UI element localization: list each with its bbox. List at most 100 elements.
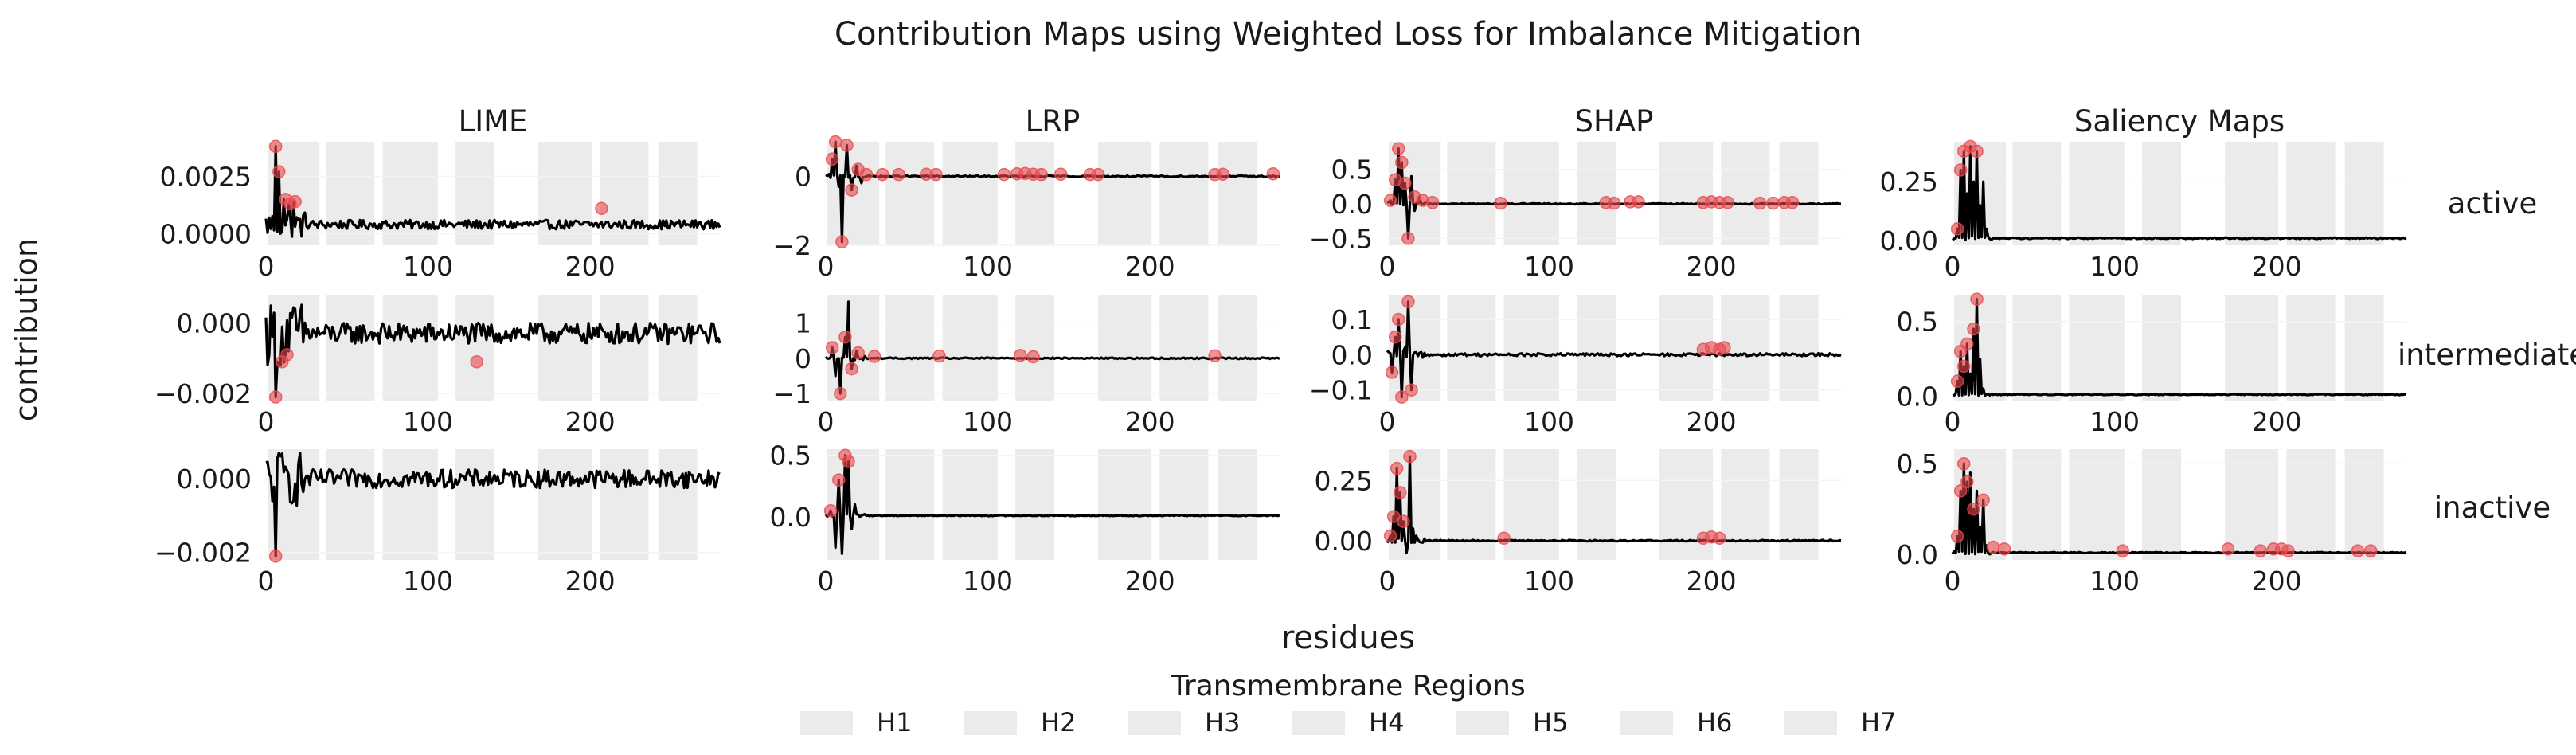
highlight-point: [832, 473, 846, 487]
legend-label: H1: [877, 707, 912, 737]
highlight-point: [1091, 167, 1105, 182]
band-h6: [600, 295, 649, 401]
highlight-point: [268, 139, 283, 154]
highlight-point: [825, 152, 839, 166]
highlight-point: [1967, 322, 1980, 336]
highlight-point: [1383, 194, 1397, 207]
band-h5: [1098, 295, 1152, 401]
x-tick-label: 200: [565, 565, 616, 597]
highlight-point: [1753, 196, 1767, 210]
band-h5: [1659, 142, 1714, 245]
highlight-point: [2281, 544, 2295, 557]
x-tick-label: 0: [1379, 406, 1396, 437]
y-tick-label: 1: [795, 307, 811, 338]
legend-title: Transmembrane Regions: [1170, 670, 1526, 702]
highlight-point: [1405, 383, 1418, 397]
legend-label: H5: [1533, 707, 1568, 737]
x-tick-label: 0: [258, 406, 275, 437]
legend-label: H3: [1205, 707, 1240, 737]
x-tick-label: 100: [403, 406, 453, 437]
panels-grid: LIME LRP SHAP Saliency Maps active intermedia…: [154, 104, 2576, 597]
band-h7: [1218, 449, 1257, 560]
legend-swatch: [964, 711, 1017, 735]
highlight-point: [997, 167, 1011, 182]
legend-label: H2: [1041, 707, 1076, 737]
y-axis-label: contribution: [9, 238, 44, 421]
y-tick-label: 0.0: [1897, 381, 1938, 412]
highlight-point: [1950, 530, 1964, 543]
highlight-point: [1785, 196, 1800, 209]
highlight-point: [1053, 167, 1068, 181]
x-tick-label: 0: [258, 565, 275, 597]
panel-lime-active: 0.0000 0.0025 0 100 200: [160, 139, 721, 282]
y-tick-label: 0.5: [1897, 448, 1938, 479]
band-h4: [455, 449, 495, 560]
band-h4: [1577, 449, 1616, 560]
band-h6: [2286, 449, 2336, 560]
panel-lime-intermediate: −0.002 0.000 0 100 200: [154, 295, 721, 437]
x-tick-label: 100: [1524, 406, 1574, 437]
y-tick-label: 0.5: [1897, 307, 1938, 338]
highlight-point: [1425, 196, 1440, 209]
highlight-point: [1967, 502, 1980, 516]
highlight-point: [1957, 456, 1971, 471]
highlight-point: [825, 341, 839, 354]
highlight-point: [845, 362, 858, 376]
highlight-point: [1494, 196, 1507, 210]
band-h5: [1098, 142, 1152, 245]
band-h5: [538, 449, 592, 560]
column-header-lrp: LRP: [1026, 104, 1081, 139]
band-h7: [1218, 142, 1257, 245]
highlight-point: [929, 167, 943, 182]
highlight-point: [1392, 312, 1405, 327]
series-line: [824, 454, 1280, 555]
band-h4: [2142, 295, 2182, 401]
band-h6: [600, 449, 649, 560]
highlight-point: [1960, 337, 1974, 351]
band-h4: [1577, 295, 1616, 401]
y-tick-label: 0.1: [1331, 304, 1373, 335]
legend: H1 H2 H3 H4 H5 H6 H7: [800, 707, 1896, 737]
band-h5: [1098, 449, 1152, 560]
band-h6: [1159, 142, 1209, 245]
highlight-point: [1390, 461, 1404, 475]
x-tick-label: 0: [1945, 565, 1961, 597]
panel-lrp-active: −200 100 200: [772, 135, 1280, 282]
highlight-point: [1383, 529, 1397, 543]
band-h6: [1721, 142, 1770, 245]
band-h4: [455, 142, 495, 245]
band-h7: [1779, 142, 1819, 245]
highlight-point: [1401, 232, 1415, 245]
highlight-point: [1718, 341, 1731, 354]
highlight-point: [1976, 493, 1990, 507]
x-tick-label: 100: [963, 251, 1013, 282]
series-line: [1952, 298, 2407, 397]
x-tick-label: 200: [1125, 251, 1175, 282]
y-tick-label: −0.1: [1309, 375, 1373, 406]
band-h3: [942, 295, 998, 401]
band-h6: [2286, 295, 2336, 401]
y-tick-label: 0.0: [1331, 339, 1373, 370]
x-tick-label: 200: [1687, 565, 1737, 597]
highlight-point: [288, 194, 302, 209]
y-tick-label: −2: [772, 230, 811, 261]
highlight-point: [1950, 374, 1964, 388]
y-tick-label: 0.5: [1331, 155, 1373, 186]
y-tick-label: 0.0: [1897, 539, 1938, 570]
highlight-point: [1398, 176, 1412, 190]
row-label-intermediate: intermediate: [2398, 338, 2576, 372]
y-tick-label: 0.000: [177, 464, 252, 495]
highlight-point: [838, 330, 852, 344]
y-tick-label: −0.002: [154, 538, 252, 569]
column-header-lime: LIME: [459, 104, 528, 139]
highlight-point: [470, 354, 483, 369]
band-h4: [1015, 295, 1055, 401]
highlight-point: [1034, 167, 1048, 182]
highlight-point: [1401, 295, 1415, 309]
band-h7: [1779, 295, 1819, 401]
highlight-point: [823, 503, 838, 518]
y-tick-label: 0.00: [1880, 225, 1938, 256]
highlight-point: [1970, 292, 1984, 306]
y-tick-label: 0.000: [177, 307, 252, 338]
